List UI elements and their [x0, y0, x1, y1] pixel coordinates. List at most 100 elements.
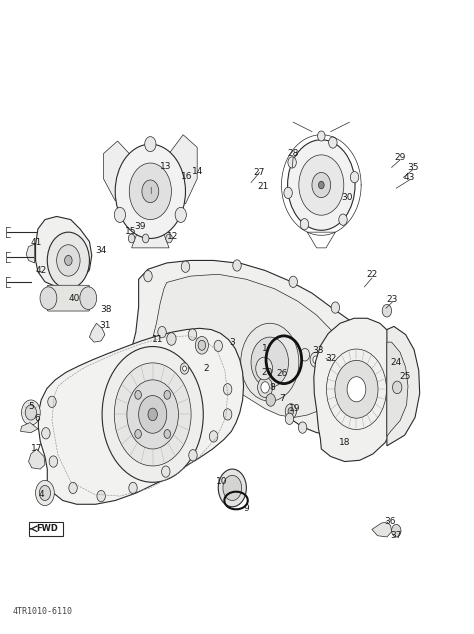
Polygon shape — [28, 449, 45, 469]
Circle shape — [39, 486, 51, 500]
Polygon shape — [121, 261, 377, 434]
Circle shape — [198, 340, 206, 351]
Circle shape — [371, 355, 379, 366]
Text: 40: 40 — [68, 294, 80, 302]
Circle shape — [214, 340, 222, 352]
Text: 27: 27 — [254, 168, 265, 177]
Text: 23: 23 — [387, 295, 398, 304]
Circle shape — [64, 256, 72, 266]
Polygon shape — [90, 323, 105, 342]
Polygon shape — [29, 522, 63, 536]
Circle shape — [175, 207, 186, 223]
Text: 16: 16 — [181, 172, 192, 181]
Text: 2: 2 — [204, 364, 210, 373]
Circle shape — [158, 327, 166, 338]
Circle shape — [218, 469, 246, 507]
Circle shape — [223, 409, 232, 420]
Circle shape — [300, 349, 310, 361]
Text: 37: 37 — [391, 531, 402, 540]
Text: 38: 38 — [100, 305, 111, 314]
Text: 19: 19 — [289, 404, 301, 413]
Text: 29: 29 — [394, 153, 406, 162]
Text: 31: 31 — [99, 321, 110, 330]
Text: 36: 36 — [384, 517, 395, 526]
Text: 25: 25 — [399, 372, 410, 380]
Text: 39: 39 — [134, 222, 146, 231]
Circle shape — [69, 482, 77, 494]
Circle shape — [377, 364, 387, 377]
Circle shape — [114, 363, 191, 466]
Circle shape — [180, 363, 189, 374]
Circle shape — [166, 234, 173, 243]
Circle shape — [233, 260, 241, 271]
Circle shape — [40, 287, 57, 309]
Text: 34: 34 — [95, 246, 107, 255]
Circle shape — [313, 356, 319, 363]
Circle shape — [331, 302, 339, 313]
Circle shape — [288, 157, 296, 168]
Circle shape — [42, 427, 50, 439]
Circle shape — [188, 329, 197, 340]
Text: 17: 17 — [31, 444, 43, 453]
Circle shape — [284, 187, 292, 198]
Circle shape — [128, 234, 135, 243]
Circle shape — [328, 137, 337, 148]
Circle shape — [167, 333, 176, 346]
FancyBboxPatch shape — [47, 285, 90, 311]
Circle shape — [300, 219, 309, 230]
Circle shape — [285, 413, 294, 425]
Circle shape — [336, 425, 344, 437]
Text: 42: 42 — [36, 266, 47, 275]
Circle shape — [256, 357, 273, 380]
Circle shape — [364, 412, 373, 424]
Circle shape — [288, 139, 355, 230]
Circle shape — [115, 144, 185, 238]
Circle shape — [114, 207, 126, 223]
Text: 10: 10 — [216, 477, 228, 486]
Circle shape — [47, 232, 90, 288]
Text: 18: 18 — [339, 438, 350, 447]
Circle shape — [135, 430, 141, 438]
Text: 4: 4 — [38, 489, 44, 499]
Circle shape — [223, 476, 242, 500]
Circle shape — [374, 359, 391, 382]
Circle shape — [285, 404, 297, 419]
Circle shape — [142, 234, 149, 243]
Text: 43: 43 — [404, 173, 415, 182]
Text: 9: 9 — [244, 503, 249, 512]
Circle shape — [319, 181, 324, 189]
Circle shape — [298, 422, 307, 433]
Text: 8: 8 — [269, 383, 275, 392]
Circle shape — [189, 450, 197, 461]
Polygon shape — [160, 135, 197, 204]
Circle shape — [347, 377, 366, 402]
Circle shape — [36, 481, 55, 505]
Circle shape — [129, 482, 137, 494]
Circle shape — [80, 287, 97, 309]
Circle shape — [138, 396, 167, 433]
Circle shape — [391, 375, 398, 384]
Circle shape — [288, 408, 294, 415]
Circle shape — [57, 245, 80, 276]
Circle shape — [148, 408, 157, 421]
Circle shape — [102, 347, 203, 482]
Circle shape — [318, 131, 325, 141]
Text: 6: 6 — [34, 414, 40, 424]
Circle shape — [350, 172, 359, 183]
Text: 14: 14 — [191, 167, 203, 176]
Circle shape — [21, 400, 40, 425]
Text: 28: 28 — [288, 149, 299, 158]
Polygon shape — [26, 244, 35, 263]
Circle shape — [97, 491, 105, 501]
Text: FWD: FWD — [36, 524, 58, 533]
Circle shape — [127, 380, 178, 449]
Polygon shape — [307, 232, 336, 248]
Circle shape — [195, 337, 209, 354]
Circle shape — [392, 524, 401, 537]
Text: 7: 7 — [279, 394, 285, 403]
Text: 35: 35 — [407, 163, 419, 172]
Text: 15: 15 — [125, 227, 137, 236]
Polygon shape — [38, 328, 244, 504]
Circle shape — [164, 391, 171, 399]
Circle shape — [388, 372, 401, 388]
